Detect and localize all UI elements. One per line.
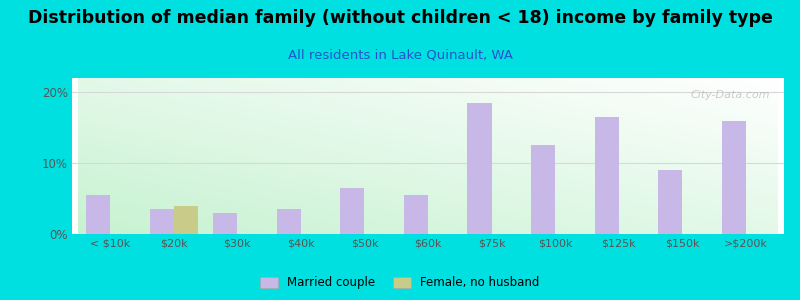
Legend: Married couple, Female, no husband: Married couple, Female, no husband [255, 272, 545, 294]
Text: Distribution of median family (without children < 18) income by family type: Distribution of median family (without c… [27, 9, 773, 27]
Bar [467, 103, 491, 234]
Bar [404, 195, 428, 234]
Bar [150, 209, 174, 234]
Bar [594, 117, 618, 234]
Bar [340, 188, 365, 234]
Bar [658, 170, 682, 234]
Text: City-Data.com: City-Data.com [690, 91, 770, 100]
Bar [86, 195, 110, 234]
Bar [531, 146, 555, 234]
Bar [174, 206, 198, 234]
Bar [277, 209, 301, 234]
Text: All residents in Lake Quinault, WA: All residents in Lake Quinault, WA [287, 48, 513, 61]
Bar [213, 213, 238, 234]
Bar [722, 121, 746, 234]
